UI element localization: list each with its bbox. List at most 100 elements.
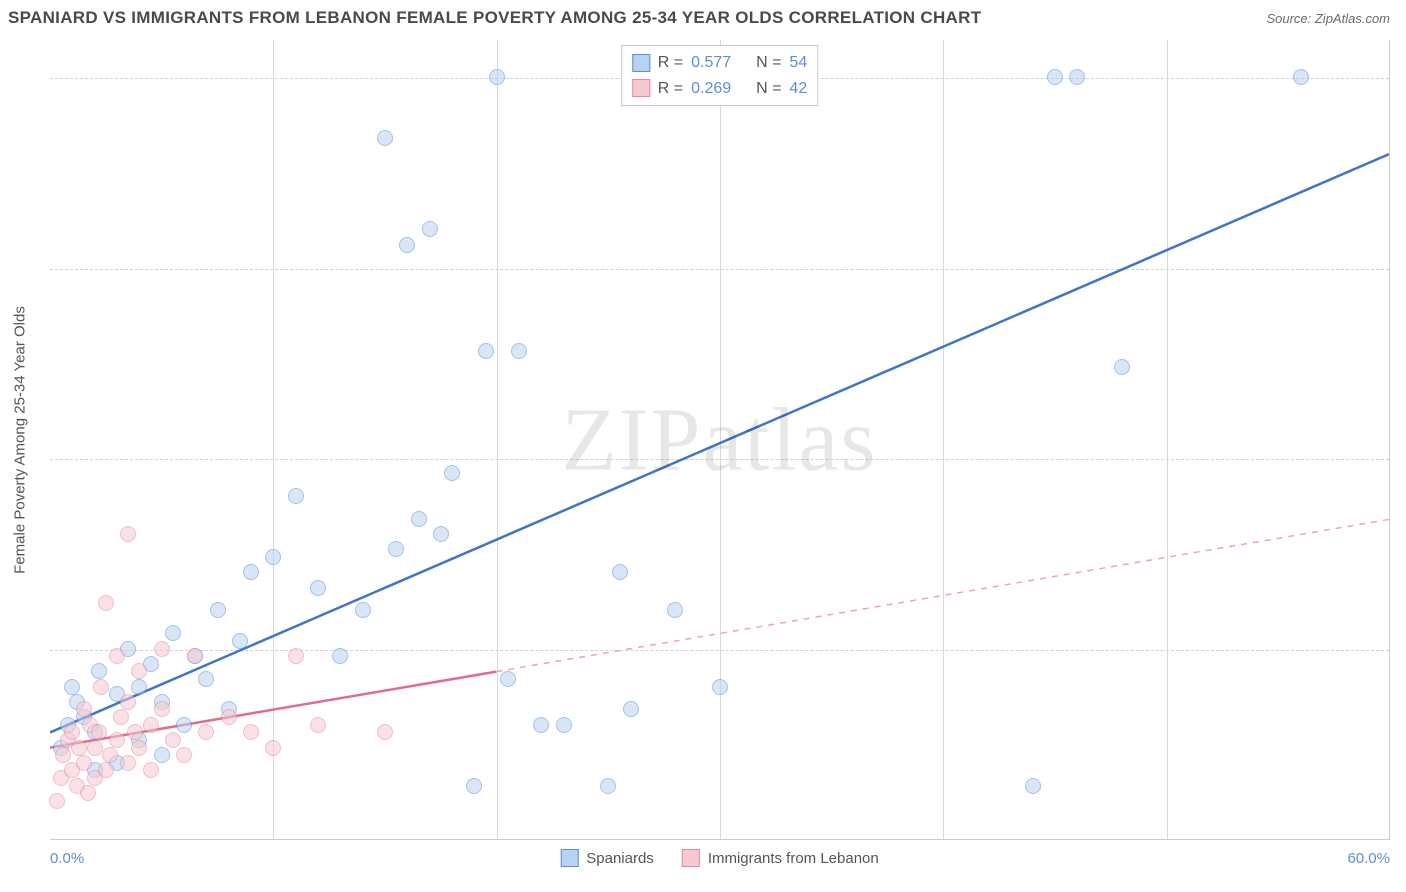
data-point xyxy=(1069,69,1085,85)
data-point xyxy=(478,343,494,359)
r-value-b: 0.269 xyxy=(691,76,731,102)
data-point xyxy=(154,701,170,717)
data-point xyxy=(265,740,281,756)
data-point xyxy=(176,717,192,733)
n-label: N = xyxy=(756,50,781,76)
data-point xyxy=(1025,778,1041,794)
data-point xyxy=(80,785,96,801)
scatter-points xyxy=(50,40,1389,839)
data-point xyxy=(109,648,125,664)
stats-row-a: R = 0.577 N = 54 xyxy=(632,50,807,76)
swatch-spaniards xyxy=(560,849,578,867)
data-point xyxy=(91,724,107,740)
swatch-lebanon xyxy=(682,849,700,867)
legend-label-b: Immigrants from Lebanon xyxy=(708,850,879,867)
data-point xyxy=(127,724,143,740)
data-point xyxy=(444,465,460,481)
data-point xyxy=(198,671,214,687)
data-point xyxy=(377,130,393,146)
data-point xyxy=(623,701,639,717)
data-point xyxy=(466,778,482,794)
r-value-a: 0.577 xyxy=(691,50,731,76)
x-tick-label: 60.0% xyxy=(1347,850,1390,867)
data-point xyxy=(411,511,427,527)
data-point xyxy=(131,663,147,679)
source-attribution: Source: ZipAtlas.com xyxy=(1266,11,1390,26)
y-tick-label: 75.0% xyxy=(1399,260,1406,277)
footer-legend: Spaniards Immigrants from Lebanon xyxy=(560,849,878,867)
data-point xyxy=(288,488,304,504)
stats-legend: R = 0.577 N = 54 R = 0.269 N = 42 xyxy=(621,45,818,106)
stats-row-b: R = 0.269 N = 42 xyxy=(632,76,807,102)
swatch-spaniards xyxy=(632,54,650,72)
data-point xyxy=(154,747,170,763)
data-point xyxy=(1114,359,1130,375)
data-point xyxy=(332,648,348,664)
data-point xyxy=(712,679,728,695)
x-tick-label: 0.0% xyxy=(50,850,84,867)
data-point xyxy=(55,747,71,763)
data-point xyxy=(1047,69,1063,85)
n-value-a: 54 xyxy=(789,50,807,76)
data-point xyxy=(210,602,226,618)
data-point xyxy=(76,755,92,771)
n-label: N = xyxy=(756,76,781,102)
data-point xyxy=(120,755,136,771)
data-point xyxy=(187,648,203,664)
swatch-lebanon xyxy=(632,79,650,97)
data-point xyxy=(76,701,92,717)
data-point xyxy=(667,602,683,618)
data-point xyxy=(265,549,281,565)
y-tick-label: 25.0% xyxy=(1399,641,1406,658)
chart-area: Female Poverty Among 25-34 Year Olds ZIP… xyxy=(50,40,1390,840)
data-point xyxy=(143,762,159,778)
data-point xyxy=(143,717,159,733)
data-point xyxy=(232,633,248,649)
y-tick-label: 50.0% xyxy=(1399,451,1406,468)
data-point xyxy=(355,602,371,618)
r-label: R = xyxy=(658,76,683,102)
data-point xyxy=(243,724,259,740)
data-point xyxy=(87,740,103,756)
data-point xyxy=(221,709,237,725)
data-point xyxy=(433,526,449,542)
data-point xyxy=(399,237,415,253)
data-point xyxy=(154,641,170,657)
data-point xyxy=(1293,69,1309,85)
data-point xyxy=(500,671,516,687)
n-value-b: 42 xyxy=(789,76,807,102)
data-point xyxy=(533,717,549,733)
data-point xyxy=(198,724,214,740)
y-tick-label: 100.0% xyxy=(1399,70,1406,87)
data-point xyxy=(131,679,147,695)
data-point xyxy=(165,625,181,641)
data-point xyxy=(120,526,136,542)
data-point xyxy=(165,732,181,748)
data-point xyxy=(288,648,304,664)
legend-item-lebanon: Immigrants from Lebanon xyxy=(682,849,879,867)
header: SPANIARD VS IMMIGRANTS FROM LEBANON FEMA… xyxy=(0,0,1406,32)
data-point xyxy=(91,663,107,679)
data-point xyxy=(422,221,438,237)
data-point xyxy=(388,541,404,557)
data-point xyxy=(377,724,393,740)
legend-item-spaniards: Spaniards xyxy=(560,849,654,867)
data-point xyxy=(98,595,114,611)
data-point xyxy=(49,793,65,809)
data-point xyxy=(243,564,259,580)
data-point xyxy=(98,762,114,778)
data-point xyxy=(600,778,616,794)
r-label: R = xyxy=(658,50,683,76)
data-point xyxy=(310,717,326,733)
data-point xyxy=(102,747,118,763)
data-point xyxy=(612,564,628,580)
data-point xyxy=(176,747,192,763)
data-point xyxy=(113,709,129,725)
data-point xyxy=(93,679,109,695)
legend-label-a: Spaniards xyxy=(586,850,654,867)
data-point xyxy=(64,724,80,740)
data-point xyxy=(71,740,87,756)
y-axis-label: Female Poverty Among 25-34 Year Olds xyxy=(12,306,29,574)
data-point xyxy=(120,694,136,710)
data-point xyxy=(556,717,572,733)
